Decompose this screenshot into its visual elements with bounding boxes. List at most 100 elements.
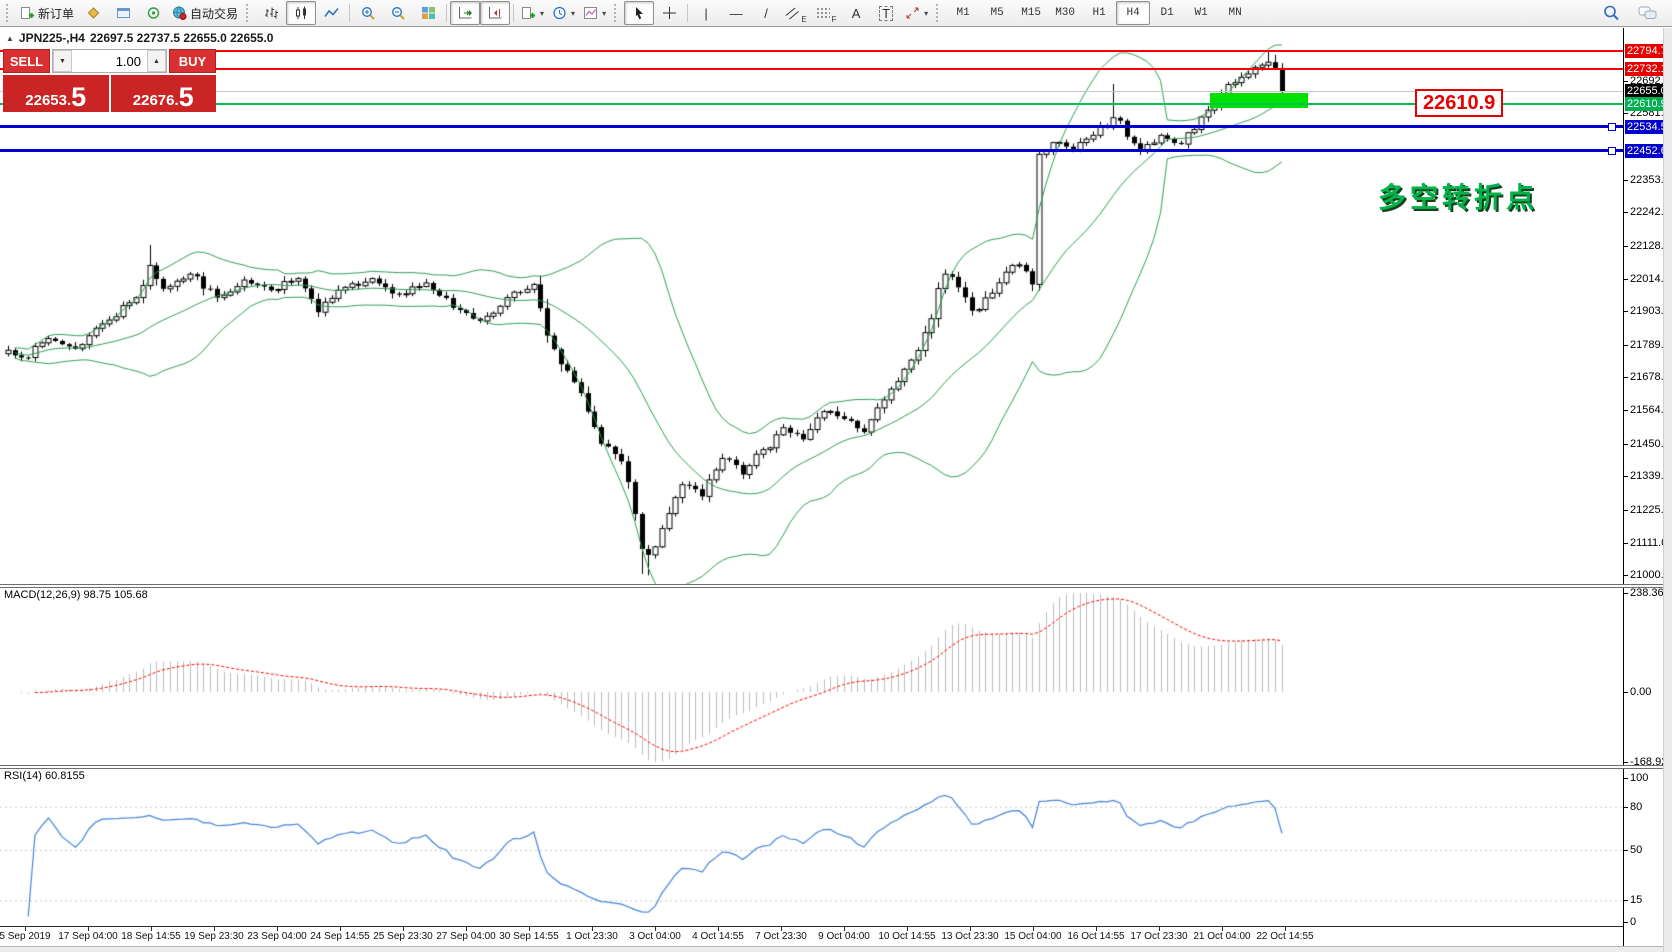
charts-toolbar-gripper[interactable]	[246, 4, 252, 22]
sell-price-int: 22653.	[25, 92, 72, 109]
time-tick-mark	[1285, 927, 1286, 931]
timeframes-toolbar-gripper[interactable]	[936, 4, 942, 22]
fibo-button[interactable]: F	[811, 1, 841, 25]
zoom-in-button[interactable]	[353, 1, 383, 25]
tf-w1-button[interactable]: W1	[1194, 7, 1208, 19]
time-tick-mark	[214, 927, 215, 931]
autotrading-button[interactable]: 自动交易	[168, 1, 242, 25]
time-label: 4 Oct 14:55	[692, 931, 744, 942]
tf-m1-button[interactable]: M1	[956, 7, 970, 19]
collapse-arrow-icon[interactable]: ▲	[6, 33, 14, 43]
cursor-button[interactable]	[624, 1, 655, 25]
hline-22794.7[interactable]	[0, 49, 1623, 52]
chart-shift-icon	[488, 6, 503, 20]
channel-button[interactable]: E	[781, 1, 811, 25]
templates-button[interactable]: ▾	[579, 1, 610, 25]
hline-22534.5[interactable]	[0, 125, 1623, 129]
candle-chart-button[interactable]	[286, 1, 317, 25]
signals-icon	[146, 6, 161, 20]
chart-shift-button[interactable]	[480, 1, 511, 25]
axis-tick-mark	[1624, 509, 1628, 511]
macd-label: MACD(12,26,9) 98.75 105.68	[4, 589, 148, 601]
periods-button[interactable]: ▾	[548, 1, 579, 25]
volume-increase-button[interactable]: ▲	[147, 50, 166, 72]
time-tick-mark	[781, 927, 782, 931]
hline-22655[interactable]	[0, 90, 1623, 92]
time-tick-mark	[844, 927, 845, 931]
axis-tick-mark	[1624, 113, 1628, 115]
tf-h1-button[interactable]: H1	[1092, 7, 1106, 19]
hline-22732.1[interactable]	[0, 67, 1623, 70]
time-tick-mark	[403, 927, 404, 931]
text-button[interactable]: A	[841, 1, 871, 25]
volume-input[interactable]: 1.00	[115, 53, 141, 69]
search-button[interactable]	[1596, 1, 1626, 25]
sell-price-display[interactable]: 22653. 5	[3, 75, 109, 112]
fibo-icon	[816, 6, 831, 20]
community-button[interactable]	[1632, 1, 1662, 25]
vline-glyph: |	[704, 5, 708, 21]
new-order-button[interactable]: 新订单	[16, 1, 78, 25]
text-label-button[interactable]: T	[871, 1, 901, 25]
time-label: 19 Sep 23:30	[184, 931, 244, 942]
charts-window-button[interactable]	[108, 1, 138, 25]
sell-button[interactable]: SELL	[3, 49, 50, 73]
macd-rsi-splitter[interactable]	[0, 765, 1663, 769]
auto-scroll-icon	[458, 6, 473, 20]
hline-button[interactable]: —	[721, 1, 751, 25]
volume-decrease-button[interactable]: ▼	[53, 50, 72, 72]
time-tick-mark	[151, 927, 152, 931]
auto-scroll-button[interactable]	[450, 1, 481, 25]
new-order-button-label: 新订单	[38, 6, 75, 21]
line-chart-button[interactable]	[316, 1, 346, 25]
crosshair-button[interactable]	[654, 1, 684, 25]
time-label: 3 Oct 04:00	[629, 931, 681, 942]
hline-22452.6[interactable]	[0, 149, 1623, 153]
arrows-button[interactable]: ▾	[901, 1, 932, 25]
tf-h4-button[interactable]: H4	[1116, 1, 1151, 25]
candle-chart-icon	[294, 6, 309, 20]
rsi-label: RSI(14) 60.8155	[4, 770, 85, 782]
hline-handle[interactable]	[1608, 146, 1616, 155]
price-axis: 22692.0 22581.0 22353.0 22242.0 22128.0 22014…	[1623, 28, 1670, 946]
time-tick-mark	[970, 927, 971, 931]
price-tick-label: 21903.0	[1630, 305, 1670, 318]
standard-toolbar-gripper[interactable]	[6, 4, 12, 22]
line-studies-toolbar-gripper[interactable]	[614, 4, 620, 22]
tf-m15-button[interactable]: M15	[1021, 7, 1041, 19]
breakout-highlight-rect[interactable]	[1210, 93, 1308, 109]
zoom-out-button[interactable]	[383, 1, 413, 25]
level-price-label[interactable]: 22610.9	[1415, 89, 1504, 118]
indicators-button[interactable]: ▾	[517, 1, 548, 25]
time-tick-mark	[88, 927, 89, 931]
bar-chart-button[interactable]	[256, 1, 286, 25]
axis-tick-mark	[1624, 922, 1628, 923]
buy-price-int: 22676.	[132, 92, 179, 109]
tf-m30-button[interactable]: M30	[1055, 7, 1075, 19]
price-macd-splitter[interactable]	[0, 584, 1663, 588]
signals-button[interactable]	[138, 1, 168, 25]
buy-button[interactable]: BUY	[169, 49, 216, 73]
tool-sub-letter: E	[801, 15, 807, 24]
buy-price-display[interactable]: 22676. 5	[110, 75, 216, 112]
new-order-icon	[20, 6, 35, 20]
rsi-canvas[interactable]	[0, 768, 1623, 925]
tf-m5-button[interactable]: M5	[990, 7, 1004, 19]
hline-handle[interactable]	[1608, 122, 1616, 131]
profiles-button[interactable]	[78, 1, 108, 25]
vline-button[interactable]: |	[691, 1, 721, 25]
tf-mn-button[interactable]: MN	[1228, 7, 1242, 19]
volume-stepper: ▼ 1.00 ▲	[52, 49, 167, 73]
tile-windows-button[interactable]	[413, 1, 443, 25]
price-chart-canvas[interactable]	[0, 28, 1623, 584]
line-chart-icon	[323, 6, 339, 20]
tf-d1-button[interactable]: D1	[1160, 7, 1174, 19]
macd-canvas[interactable]	[0, 587, 1623, 765]
price-tick-label: 22353.0	[1630, 173, 1670, 186]
turning-point-annotation[interactable]: 多空转折点	[1378, 182, 1539, 213]
hline-22610.9[interactable]	[0, 103, 1623, 106]
trendline-button[interactable]: /	[751, 1, 781, 25]
charts-window-icon	[116, 6, 131, 20]
dropdown-arrow-icon: ▾	[924, 8, 929, 18]
time-label: 30 Sep 14:55	[499, 931, 559, 942]
